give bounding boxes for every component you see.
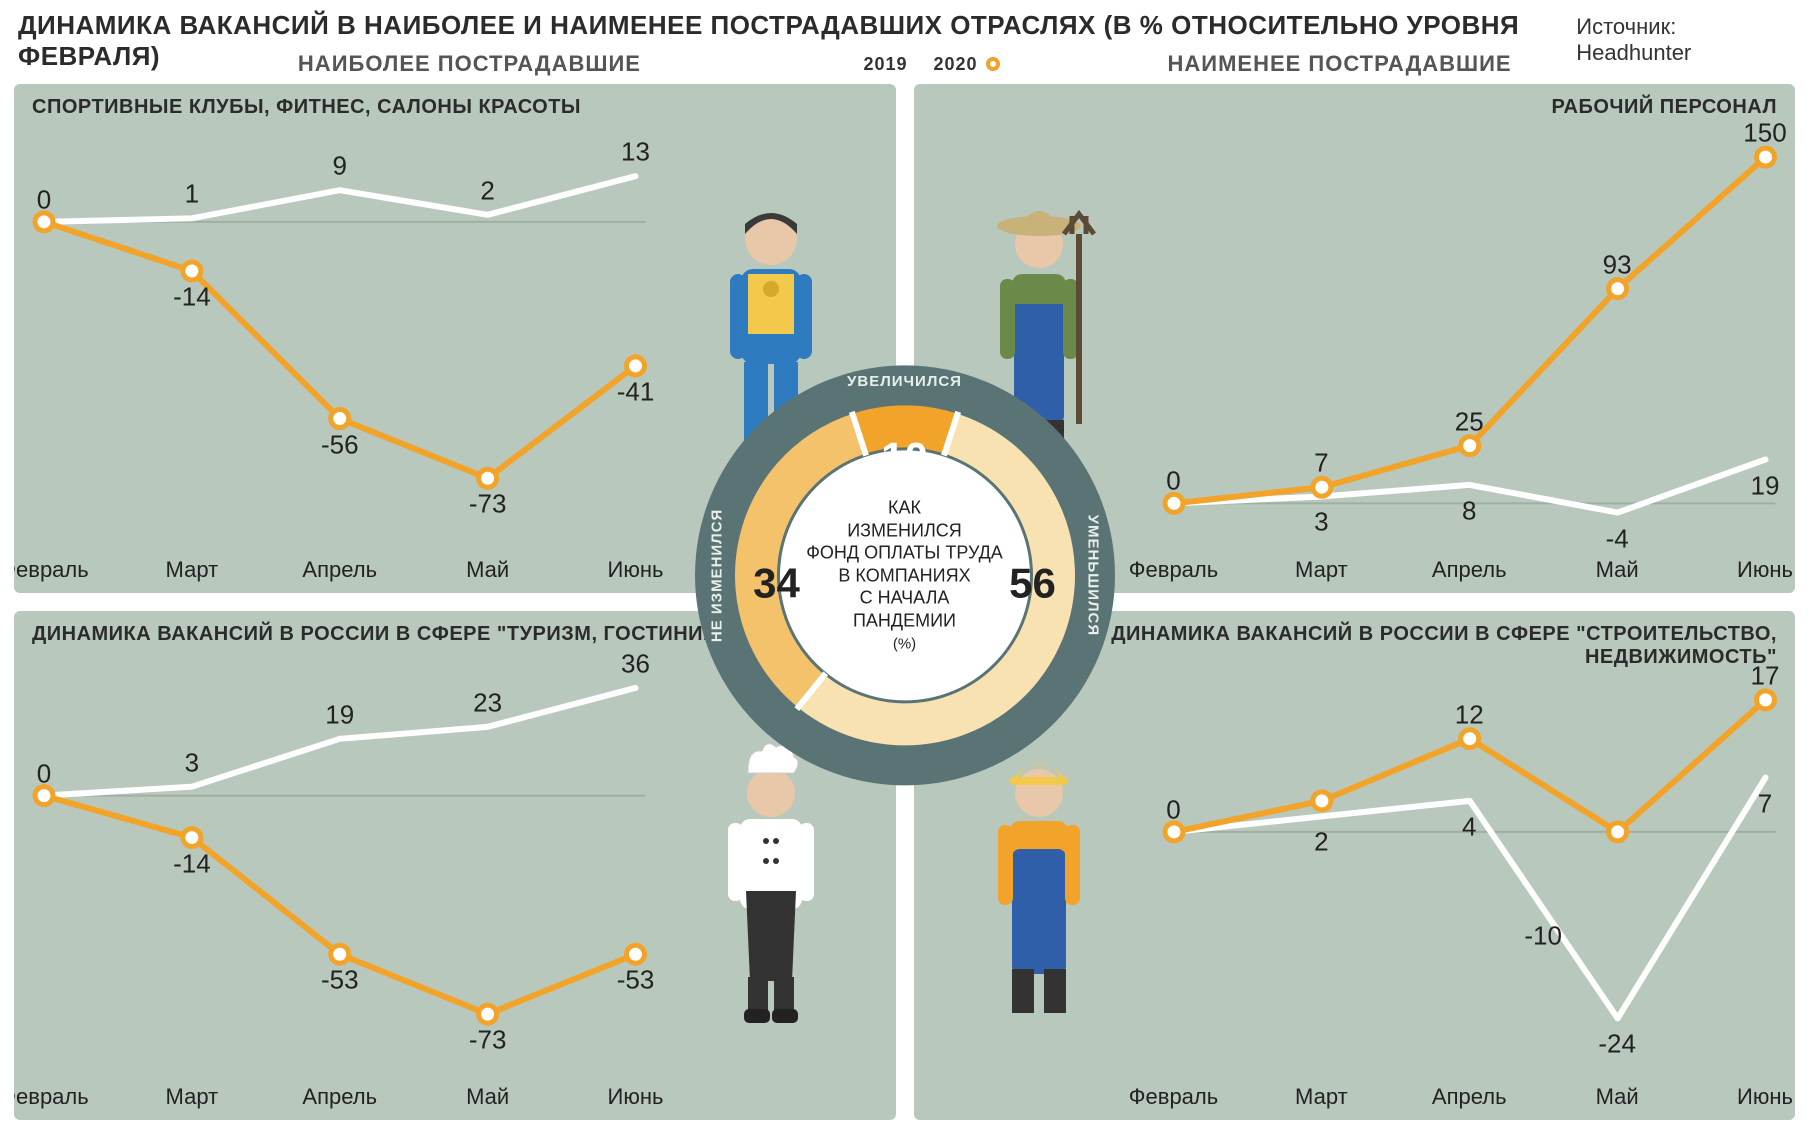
donut-seg-value: 34 <box>753 559 800 607</box>
donut-arc-label: НЕ ИЗМЕНИЛСЯ <box>708 509 725 642</box>
value-label: 3 <box>1314 507 1328 538</box>
value-label: -41 <box>617 376 655 407</box>
value-label: -10 <box>1524 920 1562 951</box>
donut-arc-label: УВЕЛИЧИЛСЯ <box>847 373 962 390</box>
value-label: 7 <box>1758 788 1772 819</box>
donut-seg-value: 56 <box>1009 559 1056 607</box>
value-label: 12 <box>1455 699 1484 730</box>
x-axis-label: Февраль <box>14 557 89 583</box>
column-head-right: НАИМЕНЕЕ ПОСТРАДАВШИЕ <box>1060 51 1620 77</box>
x-axis-label: Апрель <box>302 1084 377 1110</box>
value-label: 7 <box>1314 448 1328 479</box>
x-axis-label: Апрель <box>302 557 377 583</box>
x-axis-label: Март <box>1295 557 1348 583</box>
value-label: 25 <box>1455 406 1484 437</box>
value-label: 19 <box>325 699 354 730</box>
value-label: 0 <box>37 758 51 789</box>
donut-center-text: КАК ИЗМЕНИЛСЯ ФОНД ОПЛАТЫ ТРУДА В КОМПАН… <box>806 497 1003 632</box>
value-label: 2 <box>1314 827 1328 858</box>
x-axis-label: Февраль <box>14 1084 89 1110</box>
value-label: -53 <box>321 965 359 996</box>
value-label: 13 <box>621 137 650 168</box>
x-axis-label: Март <box>166 1084 219 1110</box>
value-label: 23 <box>473 687 502 718</box>
x-axis-label: Июнь <box>1737 557 1793 583</box>
value-label: 36 <box>621 648 650 679</box>
value-label: -14 <box>173 848 211 879</box>
legend-2020: 2020 <box>934 54 1000 75</box>
value-label: 19 <box>1751 470 1780 501</box>
value-label: 150 <box>1743 118 1786 149</box>
value-label: -73 <box>469 1025 507 1056</box>
x-axis-label: Июнь <box>608 557 664 583</box>
value-label: 4 <box>1462 811 1476 842</box>
value-label: -53 <box>617 965 655 996</box>
donut-pct-label: (%) <box>893 636 916 655</box>
value-label: 0 <box>37 184 51 215</box>
center-donut: КАК ИЗМЕНИЛСЯ ФОНД ОПЛАТЫ ТРУДА В КОМПАН… <box>695 365 1115 785</box>
x-axis-label: Май <box>1596 557 1639 583</box>
x-axis-label: Май <box>1596 1084 1639 1110</box>
legend-2019: 2019 <box>809 54 907 75</box>
value-label: 0 <box>1166 794 1180 825</box>
x-axis-label: Май <box>466 1084 509 1110</box>
value-label: -73 <box>469 489 507 520</box>
value-label: 8 <box>1462 495 1476 526</box>
value-label: 0 <box>1166 466 1180 497</box>
x-axis-label: Апрель <box>1432 1084 1507 1110</box>
value-label: -4 <box>1606 523 1629 554</box>
x-axis-label: Февраль <box>1129 557 1218 583</box>
value-label: -56 <box>321 429 359 460</box>
x-axis-label: Март <box>1295 1084 1348 1110</box>
column-head-left: НАИБОЛЕЕ ПОСТРАДАВШИЕ <box>189 51 749 77</box>
value-label: -14 <box>173 282 211 313</box>
x-axis-label: Июнь <box>1737 1084 1793 1110</box>
value-label: 17 <box>1751 660 1780 691</box>
value-label: 9 <box>333 151 347 182</box>
donut-arc-label: УМЕНЬШИЛСЯ <box>1084 515 1101 636</box>
x-axis-label: Февраль <box>1129 1084 1218 1110</box>
legend-row: НАИБОЛЕЕ ПОСТРАДАВШИЕ 2019 2020 НАИМЕНЕЕ… <box>0 44 1809 84</box>
value-label: 93 <box>1603 249 1632 280</box>
value-label: 3 <box>185 747 199 778</box>
x-axis-label: Март <box>166 557 219 583</box>
value-label: 1 <box>185 179 199 210</box>
x-axis-label: Май <box>466 557 509 583</box>
value-label: -24 <box>1598 1029 1636 1060</box>
donut-seg-value: 10 <box>881 433 928 481</box>
x-axis-label: Июнь <box>608 1084 664 1110</box>
x-axis-label: Апрель <box>1432 557 1507 583</box>
value-label: 2 <box>480 175 494 206</box>
